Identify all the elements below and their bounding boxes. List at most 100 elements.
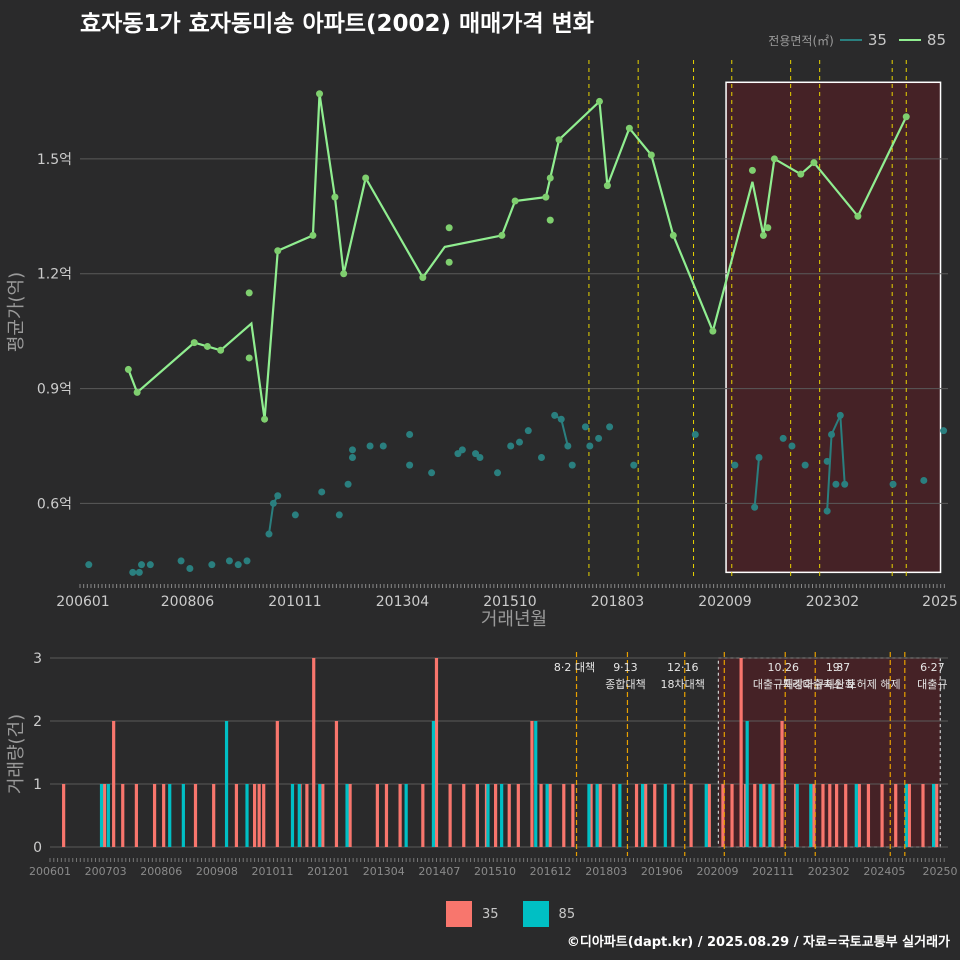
x-tick-label: 201011 <box>268 594 321 610</box>
legend-swatch-85 <box>898 39 921 41</box>
series-35-point <box>494 469 502 477</box>
bar-35 <box>739 658 743 847</box>
bar-85 <box>290 784 295 847</box>
policy-annotation: 8·2 대책 <box>554 661 595 674</box>
policy-annotation: 종합대책 <box>605 678 645 691</box>
series-85-point <box>797 170 805 178</box>
bar-35 <box>835 784 839 847</box>
series-85-point <box>625 124 633 132</box>
bar-x-tick-label: 200908 <box>196 865 238 878</box>
series-85-point <box>261 415 269 423</box>
bar-x-tick-label: 200601 <box>29 865 71 878</box>
y-tick-label: 0.9억 <box>37 382 72 398</box>
series-35-point <box>828 431 836 439</box>
series-85-point <box>274 247 282 255</box>
bar-35 <box>935 784 939 847</box>
series-35-point <box>841 480 849 488</box>
series-35-point <box>138 561 146 569</box>
bar-35 <box>448 784 452 847</box>
policy-annotation: 대출규제강화 <box>753 678 814 691</box>
series-85-point <box>810 159 818 167</box>
bar-35 <box>312 658 316 847</box>
bar-35 <box>62 784 66 847</box>
policy-annotation: 10.26 <box>767 661 799 674</box>
series-35-point <box>606 423 614 431</box>
x-axis-title: 거래년월 <box>481 609 547 630</box>
bar-35 <box>121 784 125 847</box>
bar-35 <box>305 784 309 847</box>
bar-35 <box>434 658 439 847</box>
series-35-point <box>581 423 589 431</box>
series-85-point <box>759 231 767 239</box>
highlight-region <box>725 81 942 574</box>
series-35-point <box>406 431 414 439</box>
bar-35 <box>421 784 425 847</box>
x-tick-label: 201803 <box>591 594 644 610</box>
series-35-point <box>177 557 185 565</box>
bar-35 <box>530 721 534 847</box>
series-85-point <box>764 224 772 232</box>
bar-85 <box>618 784 622 847</box>
series-85-point <box>669 231 677 239</box>
bar-35 <box>857 784 861 847</box>
bar-x-tick-label: 201612 <box>530 865 572 878</box>
policy-annotation: 특례대출축소 토허제 해제 <box>782 677 900 691</box>
bar-35 <box>475 784 480 847</box>
series-35-point <box>779 434 787 442</box>
bar-85 <box>931 784 936 847</box>
series-35-line <box>753 457 761 508</box>
bar-35 <box>102 784 107 847</box>
bar-85 <box>759 784 763 847</box>
bar-35 <box>348 784 352 847</box>
series-85-point <box>445 224 453 232</box>
bar-35 <box>589 784 593 847</box>
series-35-point <box>731 461 739 469</box>
legend-swatch-35 <box>839 39 862 41</box>
x-tick-label: 200806 <box>161 594 215 610</box>
bar-85 <box>545 784 549 847</box>
x-tick-label: 2025 <box>922 594 958 610</box>
bar-x-tick-label: 202405 <box>863 865 905 878</box>
chart-title: 효자동1가 효자동미송 아파트(2002) 매매가격 변화 <box>80 11 594 37</box>
bar-legend-swatch-85 <box>522 901 549 927</box>
bar-35 <box>507 784 511 847</box>
bar-35 <box>375 784 379 847</box>
series-35-point <box>564 442 572 450</box>
bar-35 <box>921 784 925 847</box>
bar-legend: 35 85 <box>446 901 575 927</box>
series-85-point <box>419 274 427 282</box>
series-35-point <box>269 499 277 507</box>
series-85-point <box>542 193 550 201</box>
series-85-point <box>498 231 506 239</box>
series-85-point <box>203 342 211 350</box>
bar-35 <box>562 784 566 847</box>
series-85-point <box>555 136 563 144</box>
legend-title: 전용면적(㎡) <box>768 33 834 48</box>
series-35-point <box>379 442 387 450</box>
series-35-point <box>755 453 763 461</box>
bar-35 <box>234 784 239 847</box>
bar-35 <box>253 784 257 847</box>
series-35-point <box>751 503 759 511</box>
series-35-point <box>243 557 251 565</box>
series-85-point <box>546 216 554 224</box>
bar-x-tick-label: 201407 <box>418 865 460 878</box>
policy-annotation: 18차대책 <box>661 678 705 691</box>
bar-85 <box>345 784 349 847</box>
policy-annotation: 1.3 <box>826 661 844 674</box>
series-35-point <box>234 561 242 569</box>
bar-35 <box>516 784 520 847</box>
bar-35 <box>828 784 832 847</box>
policy-annotation: 9·7 <box>833 661 851 674</box>
bar-85 <box>640 784 645 847</box>
bar-35 <box>880 784 884 847</box>
bar-85 <box>297 784 301 847</box>
bar-85 <box>534 721 538 847</box>
bar-x-tick-label: 202009 <box>697 865 739 878</box>
series-85-point <box>511 197 519 205</box>
series-85-line <box>127 93 908 420</box>
bar-35 <box>812 784 816 847</box>
bar-35 <box>112 721 116 847</box>
x-tick-label: 201304 <box>376 594 430 610</box>
